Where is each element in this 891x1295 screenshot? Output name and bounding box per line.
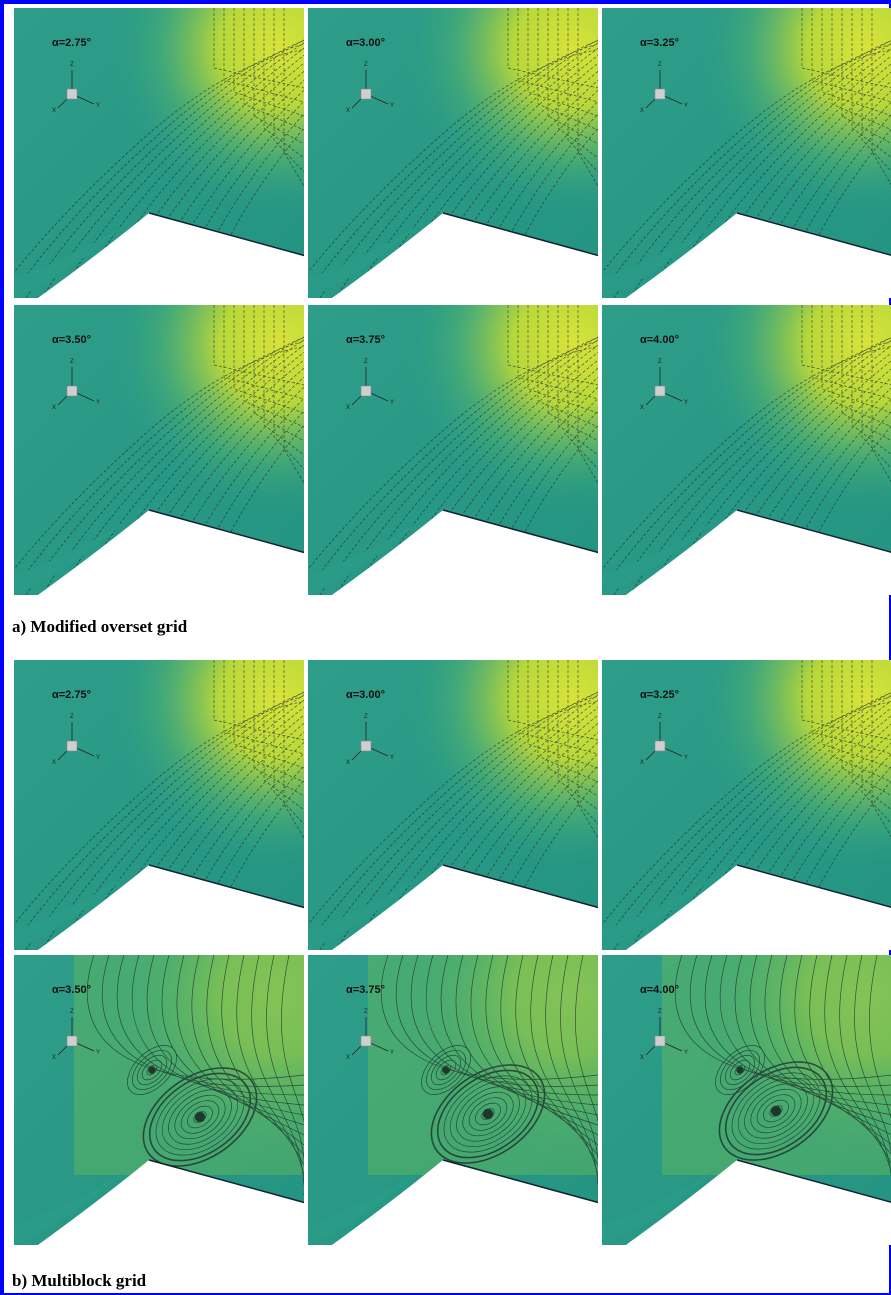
triad-label: Y [96,103,100,109]
triad-cube [361,1036,371,1046]
triad-label: Z [364,714,368,720]
triad-label: Z [658,714,662,720]
triad-label: Z [70,62,74,68]
panel: α=3.75° Z Y X [308,955,604,1255]
triad-label: Z [658,1009,662,1015]
panel: α=3.25° Z Y X [582,573,891,960]
triad-cube [361,386,371,396]
panel-image [602,955,891,1255]
flow-tint [368,955,598,1175]
figure: a) Modified overset grid b) Multiblock g… [0,0,891,1295]
triad-label: X [346,108,350,114]
triad-label: X [346,1055,350,1061]
triad-label: Y [96,755,100,761]
triad-label: X [52,405,56,411]
panel-image [14,955,310,1255]
triad-label: X [640,108,644,114]
caption: b) Multiblock grid [12,1271,147,1290]
triad-label: Z [364,62,368,68]
triad-label: X [52,1055,56,1061]
triad-label: Y [390,400,394,406]
triad-label: Y [684,400,688,406]
panel-label: α=4.00° [640,984,679,996]
caption: a) Modified overset grid [12,617,188,636]
triad-cube [67,89,77,99]
panel: α=4.00° Z Y X [602,955,891,1255]
triad-label: Y [390,103,394,109]
triad-label: Y [390,1050,394,1056]
triad-label: Y [684,1050,688,1056]
triad-cube [67,741,77,751]
triad-label: X [640,760,644,766]
panel-label: α=3.00° [346,37,385,49]
panel-image [582,573,891,960]
triad-cube [67,386,77,396]
triad-cube [655,1036,665,1046]
panel-label: α=3.25° [640,689,679,701]
triad-label: Z [70,359,74,365]
triad-label: Z [364,1009,368,1015]
triad-label: X [640,405,644,411]
vortex-core [483,1109,493,1119]
triad-label: Y [96,400,100,406]
vortex-core [149,1067,156,1074]
triad-cube [361,741,371,751]
flow-tint [74,955,304,1175]
triad-cube [67,1036,77,1046]
panel: α=3.50° Z Y X [14,955,310,1255]
triad-label: Y [684,103,688,109]
panel-label: α=3.00° [346,689,385,701]
triad-label: X [52,108,56,114]
triad-cube [655,89,665,99]
panel-label: α=3.75° [346,984,385,996]
vortex-core [737,1067,744,1074]
panel-label: α=2.75° [52,689,91,701]
triad-label: Z [364,359,368,365]
vortex-core [443,1067,450,1074]
triad-label: Z [70,1009,74,1015]
triad-label: X [640,1055,644,1061]
vortex-core [195,1112,205,1122]
panel-label: α=3.75° [346,334,385,346]
panel-label: α=2.75° [52,37,91,49]
triad-label: Y [684,755,688,761]
panel-label: α=3.50° [52,984,91,996]
vortex-core [771,1106,781,1116]
triad-label: X [346,405,350,411]
triad-cube [655,741,665,751]
panel-image [308,955,604,1255]
triad-label: Y [390,755,394,761]
triad-label: X [346,760,350,766]
triad-label: Z [70,714,74,720]
triad-label: Y [96,1050,100,1056]
triad-cube [361,89,371,99]
triad-label: X [52,760,56,766]
panel-image [582,0,891,308]
panel-label: α=4.00° [640,334,679,346]
triad-label: Z [658,62,662,68]
panel-label: α=3.25° [640,37,679,49]
triad-cube [655,386,665,396]
panel-label: α=3.50° [52,334,91,346]
triad-label: Z [658,359,662,365]
panel: α=3.25° Z Y X [582,0,891,308]
